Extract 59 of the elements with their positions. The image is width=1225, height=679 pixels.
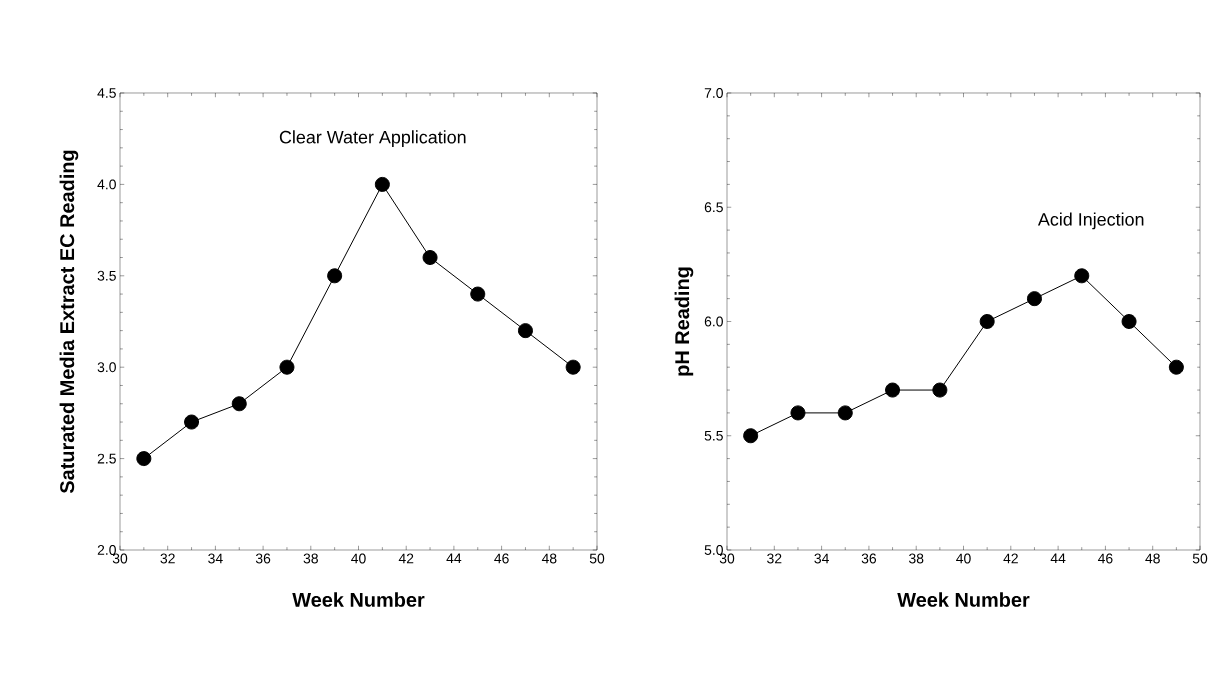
x-tick-label: 48: [1145, 553, 1160, 564]
x-tick-label: 50: [1192, 553, 1208, 564]
x-tick-label: 44: [446, 553, 462, 564]
point: [565, 359, 581, 375]
x-tick-label: 42: [398, 553, 414, 564]
point: [1121, 314, 1137, 329]
y-tick-label: 5.5: [704, 430, 723, 441]
point: [743, 428, 759, 444]
y-tick-label: 3.5: [97, 270, 116, 281]
x-tick-label: 30: [719, 553, 735, 564]
y-tick-label: 7.0: [704, 88, 723, 98]
x-tick-label: 40: [956, 553, 971, 564]
y-axis-title: pH Reading: [674, 267, 694, 376]
point: [837, 405, 853, 421]
x-tick-label: 38: [303, 553, 318, 564]
point: [231, 396, 247, 412]
y-tick-label: 2.0: [97, 545, 116, 555]
y-tick-label: 2.5: [97, 453, 116, 464]
point: [136, 451, 152, 467]
point: [327, 268, 343, 284]
x-axis-title: Week Number: [292, 592, 425, 607]
point: [422, 250, 438, 266]
point: [279, 359, 295, 375]
point: [184, 414, 200, 430]
x-tick-label: 34: [814, 553, 829, 564]
point: [1168, 359, 1184, 375]
x-tick-label: 48: [541, 553, 557, 564]
y-tick-label: 6.5: [704, 202, 723, 213]
y-tick-label: 4.0: [97, 179, 116, 190]
y-tick-label: 3.0: [97, 362, 116, 373]
x-tick-label: 30: [112, 553, 128, 564]
point: [885, 382, 901, 398]
annotation: Acid Injection: [1037, 212, 1144, 230]
point: [470, 286, 486, 302]
point: [1026, 291, 1042, 307]
x-tick-label: 44: [1050, 553, 1066, 564]
point: [517, 323, 533, 339]
x-tick-label: 32: [767, 553, 782, 564]
y-axis-title: Saturated Media Extract EC Reading: [59, 150, 79, 494]
point: [1074, 268, 1090, 284]
x-axis-title: Week Number: [897, 592, 1030, 607]
point: [374, 176, 390, 192]
x-tick-label: 50: [589, 553, 605, 564]
x-tick-label: 36: [255, 553, 271, 564]
x-tick-label: 32: [160, 553, 175, 564]
x-tick-label: 38: [908, 553, 924, 564]
point: [979, 314, 995, 329]
x-tick-label: 36: [861, 553, 877, 564]
x-tick-label: 42: [1003, 553, 1018, 564]
point: [932, 382, 948, 398]
point: [790, 405, 806, 421]
y-tick-label: 4.5: [97, 88, 116, 98]
y-tick-label: 6.0: [704, 316, 723, 327]
x-tick-label: 46: [494, 553, 509, 564]
x-tick-label: 46: [1097, 553, 1113, 564]
annotation: Clear Water Application: [279, 130, 466, 148]
x-tick-label: 34: [208, 553, 223, 564]
x-tick-label: 40: [351, 553, 366, 564]
y-tick-label: 5.0: [704, 545, 723, 555]
